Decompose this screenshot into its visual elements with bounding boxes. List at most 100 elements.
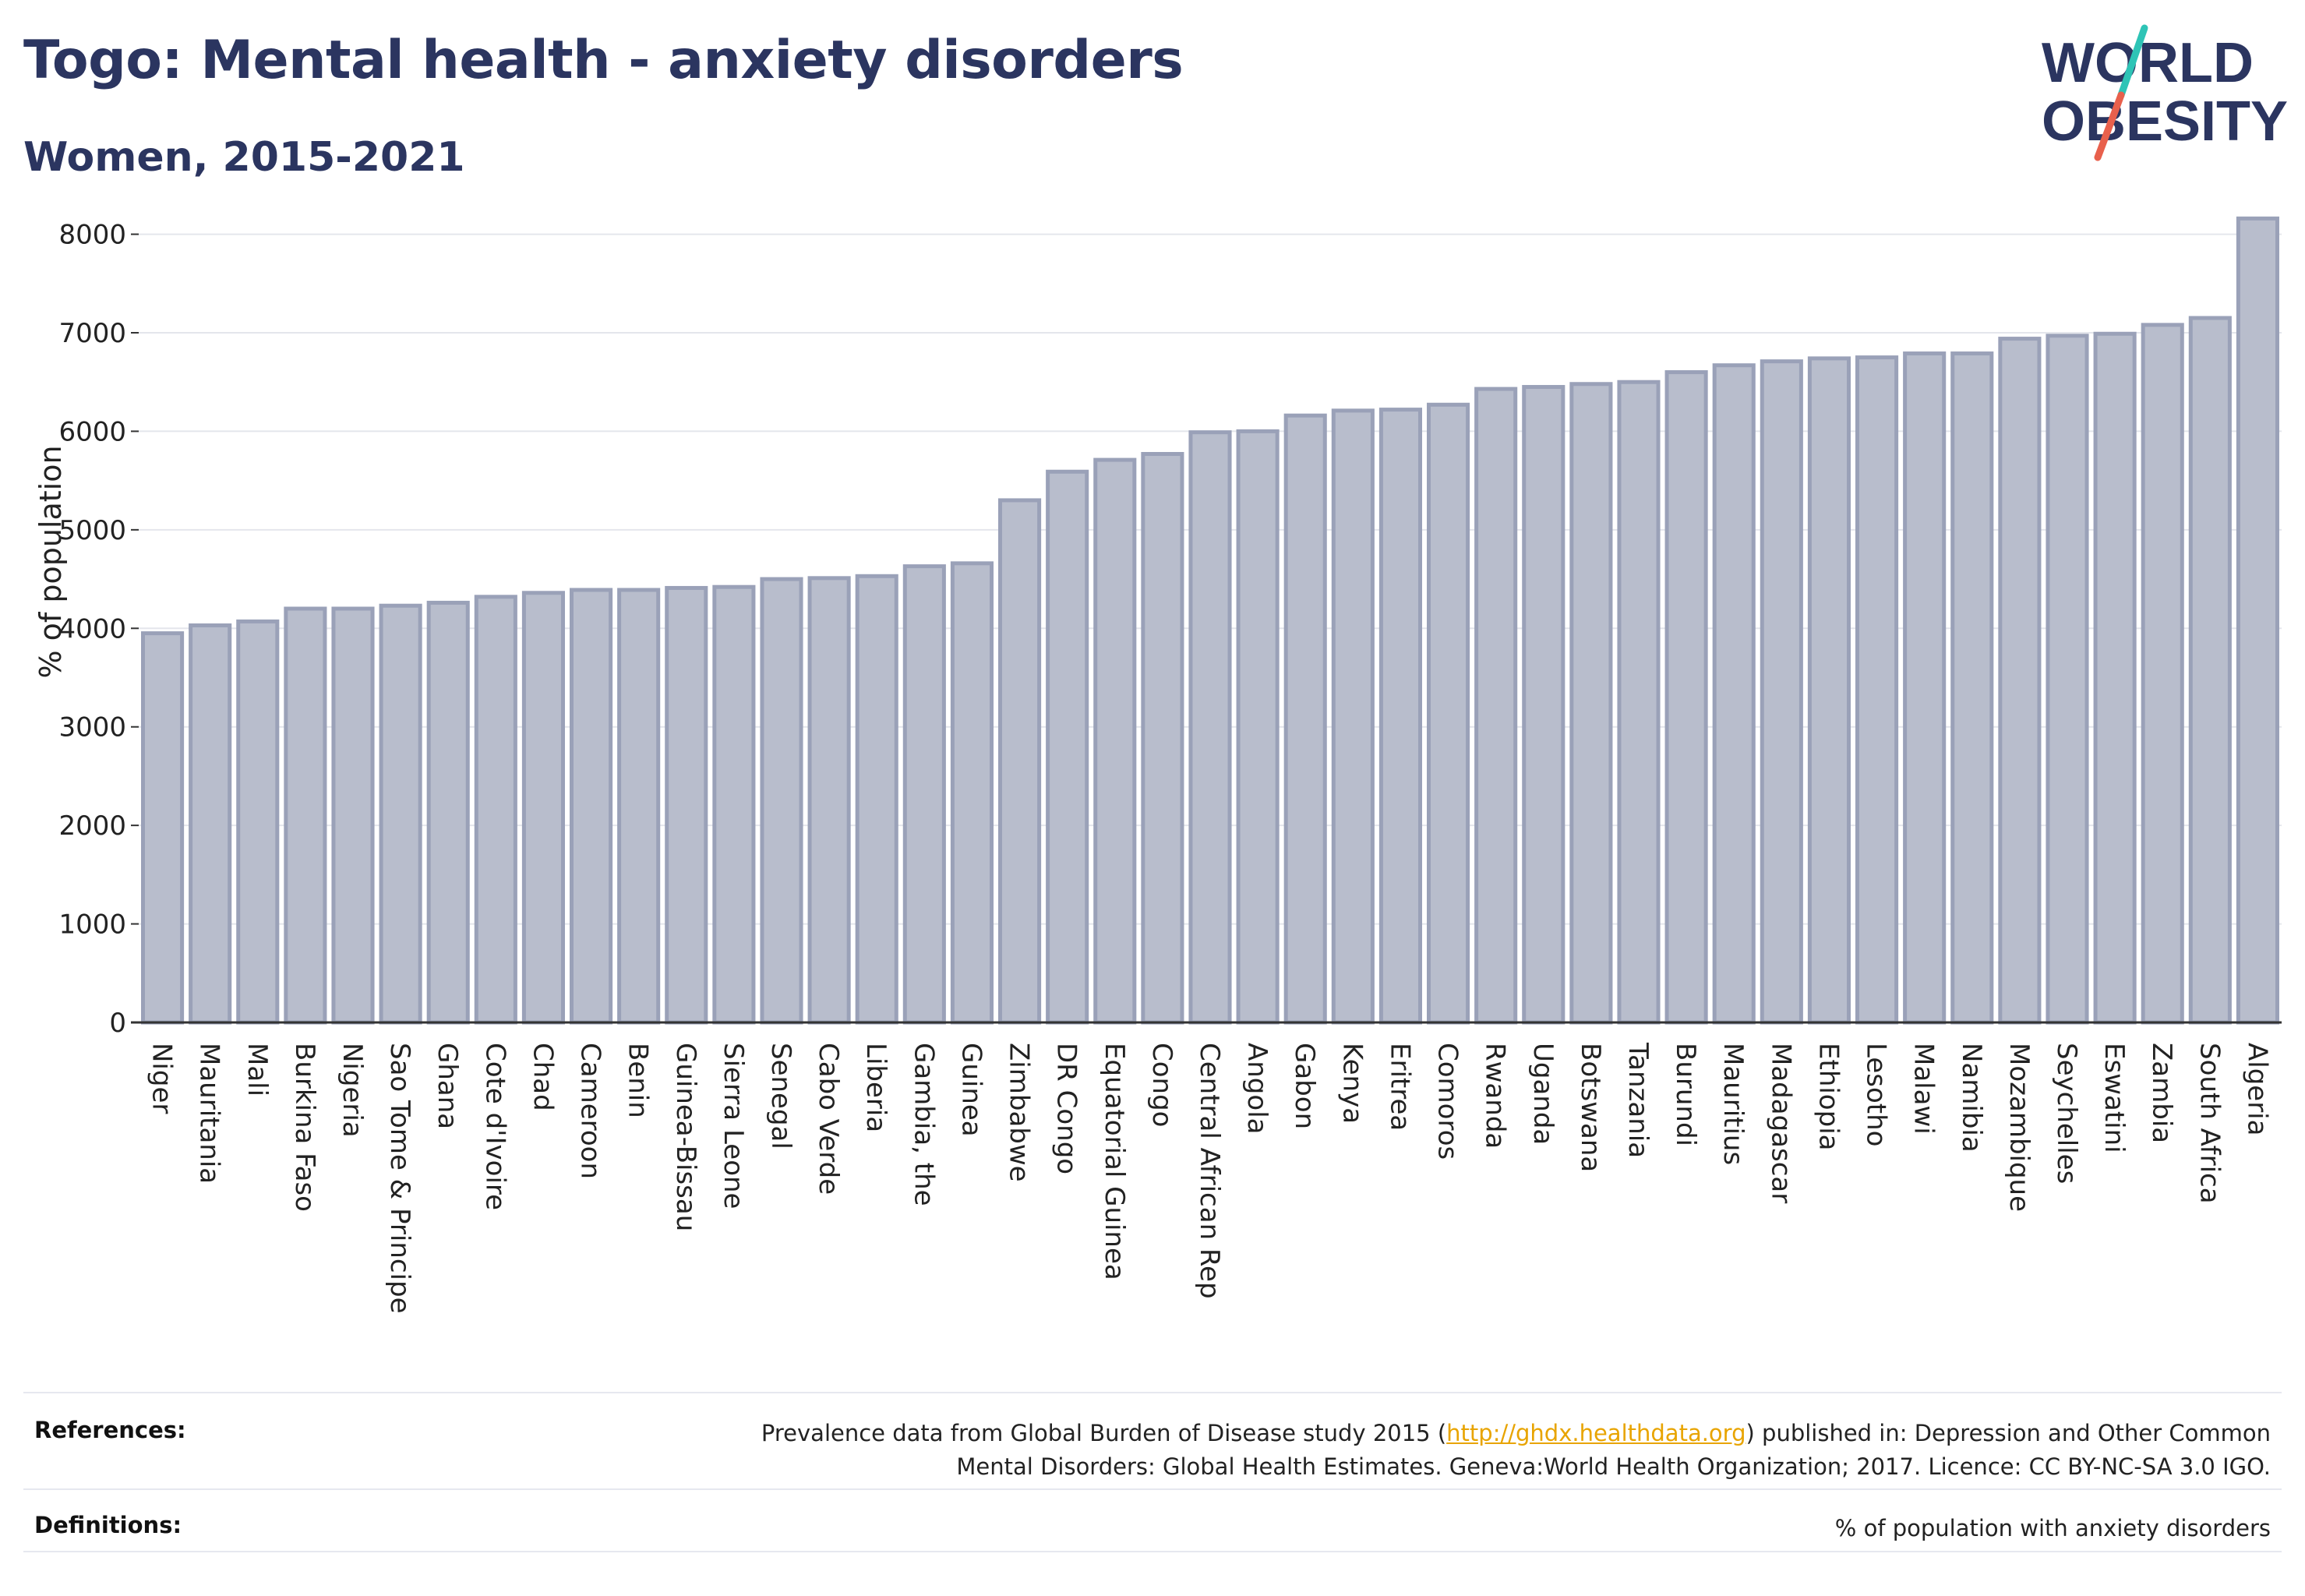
bar-chad (521, 591, 566, 1025)
bar-zambia (2141, 323, 2184, 1025)
category-label: Burkina Faso (289, 1043, 320, 1212)
definitions-label: Definitions: (34, 1512, 182, 1538)
category-label: Niger (146, 1043, 178, 1114)
bar-liberia (855, 574, 898, 1025)
definitions-row: Definitions: % of population with anxiet… (23, 1488, 2282, 1552)
chart-subtitle: Women, 2015-2021 (23, 134, 465, 181)
bar-eritrea (1378, 408, 1423, 1025)
category-label: Burundi (1670, 1043, 1701, 1146)
category-label: Gabon (1289, 1043, 1320, 1129)
bar-burundi (1664, 370, 1708, 1025)
category-label: Equatorial Guinea (1099, 1043, 1130, 1280)
bar-benin (617, 588, 661, 1025)
bar-seychelles (2046, 334, 2089, 1025)
y-tick-label: 4000 (58, 613, 126, 644)
references-link[interactable]: http://ghdx.healthdata.org (1446, 1420, 1746, 1446)
category-label: Eswatini (2099, 1043, 2130, 1153)
category-label: Uganda (1527, 1043, 1558, 1145)
bar-rwanda (1474, 387, 1518, 1025)
bar-ghana (426, 600, 470, 1025)
bar-namibia (1950, 351, 1994, 1025)
logo-slash-teal-icon (2117, 24, 2148, 99)
bar-guinea-bissau (665, 585, 708, 1025)
bar-cameroon (570, 588, 613, 1025)
category-label: Lesotho (1861, 1043, 1892, 1146)
y-tick-labels: 0 1000 2000 3000 4000 5000 6000 7000 8000 (58, 220, 126, 1039)
category-label: Mauritius (1717, 1043, 1749, 1165)
references-text: Prevalence data from Global Burden of Di… (761, 1417, 2282, 1484)
logo-text-obesity: OBESITY (2042, 90, 2288, 153)
references-row: References: Prevalence data from Global … (23, 1392, 2282, 1488)
category-label: Sierra Leone (718, 1043, 749, 1209)
bar-uganda (1522, 385, 1565, 1025)
category-label: Tanzania (1622, 1042, 1654, 1158)
bar-niger (141, 631, 185, 1025)
bar-kenya (1331, 408, 1375, 1025)
logo-slash-red-icon (2094, 91, 2125, 161)
bar-senegal (760, 577, 803, 1025)
bar-tanzania (1617, 380, 1661, 1025)
category-label: Ethiopia (1813, 1043, 1844, 1150)
bar-south-africa (2188, 316, 2232, 1025)
category-label: Seychelles (2051, 1043, 2082, 1184)
bar-comoros (1427, 402, 1470, 1025)
category-label: Congo (1146, 1043, 1177, 1127)
category-label: Cote d'Ivoire (479, 1043, 510, 1210)
category-label: Algeria (2241, 1043, 2272, 1135)
category-label: Comoros (1432, 1043, 1463, 1160)
category-label: Mali (242, 1043, 273, 1096)
category-label: Zambia (2146, 1043, 2177, 1143)
category-label: Central African Rep (1194, 1043, 1225, 1299)
chart-title: Togo: Mental health - anxiety disorders (23, 30, 1184, 91)
bar-cabo-verde (807, 576, 851, 1025)
bar-gabon (1283, 413, 1327, 1025)
bar-mozambique (1998, 337, 2042, 1025)
y-tick-label: 6000 (58, 416, 126, 447)
bar-malawi (1903, 351, 1947, 1025)
bar-mali (236, 619, 280, 1025)
bar-sierra-leone (712, 584, 756, 1025)
bar-nigeria (331, 606, 375, 1025)
logo-text-world: WORLD (2042, 32, 2254, 94)
category-label: Kenya (1336, 1043, 1368, 1124)
category-label: Ghana (432, 1043, 463, 1129)
bars (141, 216, 2280, 1025)
references-text-start: Prevalence data from Global Burden of Di… (761, 1420, 1447, 1446)
category-label: Mauritania (194, 1043, 225, 1184)
bar-chart: 0 1000 2000 3000 4000 5000 6000 7000 8000 Niger M… (34, 216, 2282, 1314)
y-tick-label: 5000 (58, 515, 126, 546)
bar-mauritius (1712, 363, 1756, 1025)
category-label: Rwanda (1480, 1043, 1511, 1149)
footer: References: Prevalence data from Global … (23, 1392, 2282, 1552)
category-label: Eritrea (1384, 1043, 1415, 1131)
category-label: Sao Tome & Principe (384, 1043, 415, 1314)
category-label: Botswana (1575, 1043, 1606, 1172)
category-label: Guinea (955, 1043, 987, 1137)
y-axis-title: % of population (34, 445, 68, 678)
category-label: Angola (1241, 1043, 1273, 1134)
category-label: Chad (527, 1043, 558, 1111)
category-label: Nigeria (337, 1043, 368, 1138)
bar-angola (1236, 429, 1280, 1025)
y-tick-label: 3000 (58, 712, 126, 743)
y-tick-label: 7000 (58, 318, 126, 349)
bar-equatorial-guinea (1093, 457, 1137, 1025)
bar-gambia-the (902, 564, 946, 1025)
category-label: Gambia, the (908, 1043, 939, 1206)
category-label: South Africa (2194, 1043, 2225, 1204)
category-label: Namibia (1956, 1043, 1987, 1153)
bar-ethiopia (1807, 356, 1851, 1025)
category-label: Malawi (1908, 1043, 1940, 1135)
bar-mauritania (189, 623, 232, 1025)
references-label: References: (34, 1417, 186, 1443)
category-labels: Niger Mauritania Mali Burkina Faso Nigeria Sa… (146, 1042, 2273, 1314)
category-label: Senegal (765, 1043, 796, 1149)
y-tick-label: 2000 (58, 810, 126, 842)
bar-cote-d-ivoire (474, 595, 517, 1025)
category-label: Madagascar (1765, 1043, 1796, 1203)
bar-guinea (950, 561, 994, 1025)
definitions-text: % of population with anxiety disorders (1834, 1515, 2271, 1541)
category-label: Mozambique (2003, 1043, 2035, 1212)
category-label: Zimbabwe (1004, 1043, 1035, 1182)
bar-zimbabwe (998, 498, 1042, 1025)
